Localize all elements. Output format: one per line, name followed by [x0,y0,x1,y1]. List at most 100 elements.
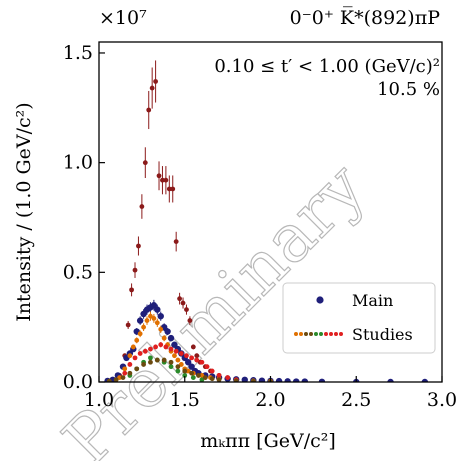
data-point [154,306,161,313]
data-point [130,344,136,350]
x-tick-label: 3.0 [427,389,457,411]
data-point [122,370,128,376]
data-point [209,368,215,374]
data-point [175,368,181,374]
data-point [137,331,143,337]
data-point [163,177,169,183]
data-point [163,344,169,350]
data-point [161,335,167,341]
data-point [139,204,145,209]
data-point [199,359,205,365]
data-point [153,79,158,84]
data-point [172,353,177,359]
data-point [141,362,146,367]
data-point [182,373,188,378]
data-point [216,373,222,378]
data-point [194,357,200,363]
data-point [148,346,153,352]
data-point [156,173,162,179]
data-point [125,322,131,328]
data-point [180,300,186,306]
ticks-layer: 1.0 1.5 2.0 2.5 3.0 0.0 0.5 1.0 1.5 [63,42,457,411]
y-tick-label: 0.0 [63,371,93,393]
x-tick-label: 2.0 [255,389,285,411]
series-3 [122,342,239,382]
data-point [241,376,248,382]
data-point [140,310,147,318]
legend-marker-main [316,296,324,304]
data-point [184,307,189,313]
data-point [189,355,195,361]
data-point [129,287,134,293]
y-tick-label: 0.5 [63,261,93,283]
data-point [127,362,133,367]
legend-label-main: Main [352,291,393,310]
data-point [301,378,308,382]
data-point [185,368,191,374]
data-point [158,326,164,332]
data-point [170,186,176,192]
data-point [275,377,283,382]
data-point [168,346,174,352]
x-tick-label: 1.5 [170,389,200,411]
data-point [141,324,146,330]
data-point [157,312,164,320]
data-point [184,353,189,359]
data-point [250,378,256,382]
data-point [187,318,193,323]
data-point [132,267,138,273]
data-point [142,348,148,354]
data-point [188,363,195,370]
data-point [113,377,119,382]
data-point [146,107,152,113]
data-point [178,351,184,356]
annotation-fraction: 10.5 % [377,79,440,100]
data-point [106,378,112,382]
legend-label-studies: Studies [352,325,413,344]
data-point [120,375,126,381]
data-point [134,366,140,372]
data-point [318,378,326,382]
data-point [284,378,291,382]
data-point [233,378,239,382]
data-point [421,378,429,382]
data-point [127,353,133,359]
data-point [194,353,200,359]
data-point [137,351,143,356]
data-point [154,357,160,363]
data-point [199,373,205,378]
data-point [154,320,160,326]
data-point [117,375,122,381]
data-point [150,302,158,309]
data-point [168,359,174,365]
data-point [148,313,153,319]
data-point [136,243,141,249]
data-point [148,355,153,361]
data-point [127,370,133,376]
data-point [151,315,157,321]
data-point [209,376,215,382]
data-point [293,378,300,382]
data-point [142,160,148,166]
data-point [166,186,172,192]
data-point [190,344,196,350]
data-point [134,337,140,343]
data-point [153,344,158,350]
data-point [216,377,222,382]
data-point [158,342,164,348]
data-point [184,359,192,366]
data-point [171,341,178,348]
y-axis-label: Intensity / (1.0 GeV/c²) [13,102,35,321]
data-point [202,375,208,381]
data-point [136,317,144,324]
data-point [161,357,167,363]
data-point [144,318,150,323]
data-point [168,364,174,370]
data-point [167,334,175,342]
data-point [175,364,181,370]
data-point [148,359,153,365]
data-point [204,364,210,370]
y-tick-label: 1.5 [63,42,93,64]
legend: Main Studies [282,282,436,354]
